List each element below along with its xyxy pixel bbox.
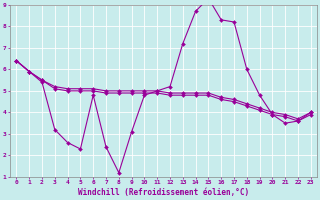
X-axis label: Windchill (Refroidissement éolien,°C): Windchill (Refroidissement éolien,°C) xyxy=(78,188,249,197)
